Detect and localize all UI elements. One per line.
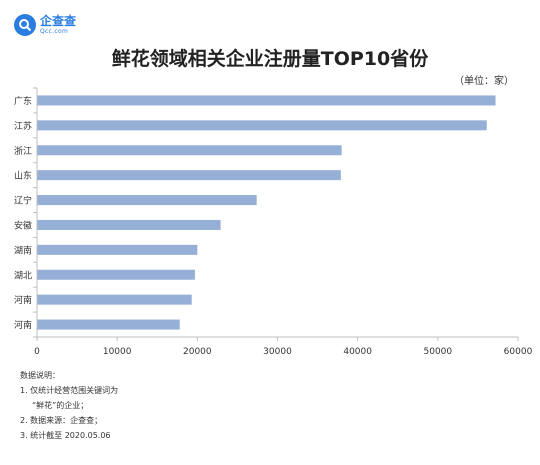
- bar-7: [37, 269, 195, 280]
- bar-9: [37, 319, 180, 330]
- bar-2: [37, 145, 342, 156]
- y-tick-label-7: 湖北: [14, 270, 32, 281]
- y-tick-label-6: 湖南: [14, 244, 32, 256]
- x-tick-label-3: 30000: [263, 347, 292, 357]
- notes-heading: 数据说明：: [20, 371, 60, 380]
- y-tick-label-0: 广东: [14, 95, 32, 107]
- brand-logo: 企查查 Qcc.com: [14, 14, 76, 36]
- y-tick-label-8: 河南: [14, 294, 32, 306]
- x-tick-label-2: 20000: [183, 347, 212, 357]
- data-notes: 数据说明： 1. 仅统计经营范围关键词为 “鲜花”的企业； 2. 数据来源：企查…: [20, 368, 118, 443]
- qcc-logo-icon: [14, 14, 36, 36]
- brand-domain: Qcc.com: [40, 28, 69, 35]
- y-tick-label-2: 浙江: [14, 145, 32, 157]
- notes-line-1: 1. 仅统计经营范围关键词为: [20, 386, 119, 395]
- bar-1: [37, 120, 487, 131]
- bar-8: [37, 294, 192, 305]
- x-tick-label-1: 10000: [103, 347, 132, 357]
- chart-title: 鲜花领域相关企业注册量TOP10省份: [111, 48, 429, 70]
- y-tick-label-4: 辽宁: [14, 195, 32, 207]
- y-tick-label-9: 河南: [14, 319, 32, 331]
- x-tick-label-6: 60000: [504, 347, 533, 357]
- y-tick-label-3: 山东: [14, 170, 32, 182]
- x-tick-label-5: 50000: [424, 347, 453, 357]
- brand-name: 企查查: [40, 14, 77, 28]
- bar-4: [37, 195, 257, 206]
- bar-0: [37, 95, 496, 106]
- notes-line-4: 3. 统计截至 2020.05.06: [20, 431, 111, 440]
- unit-label: （单位：家）: [454, 76, 514, 87]
- bar-5: [37, 219, 221, 230]
- y-tick-label-1: 江苏: [14, 120, 32, 132]
- y-tick-label-5: 安徽: [14, 219, 32, 231]
- bar-3: [37, 170, 341, 181]
- notes-line-2: “鲜花”的企业；: [32, 401, 89, 410]
- bar-6: [37, 244, 198, 255]
- notes-line-3: 2. 数据来源：企查查；: [20, 416, 103, 425]
- x-tick-label-4: 40000: [343, 347, 372, 357]
- x-tick-label-0: 0: [34, 347, 40, 357]
